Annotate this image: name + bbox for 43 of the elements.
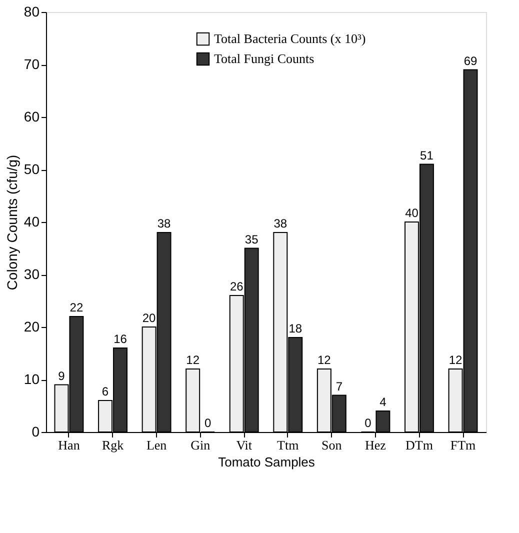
x-tick-label: FTm: [450, 438, 476, 452]
x-tick-label: Rgk: [102, 438, 124, 452]
x-tick-label: Gin: [190, 438, 211, 452]
data-label: 12: [448, 353, 463, 367]
x-tick-label: Hez: [364, 438, 386, 452]
data-label: 38: [157, 216, 172, 230]
x-tick-label: Len: [146, 438, 168, 452]
y-tick-label: 30: [24, 266, 40, 282]
y-tick-label: 0: [32, 424, 40, 440]
legend-label: Total Fungi Counts: [214, 51, 314, 66]
data-label: 35: [244, 232, 259, 246]
data-label: 7: [336, 379, 343, 394]
data-label: 69: [464, 54, 478, 68]
y-tick-label: 40: [24, 214, 40, 230]
x-tick-label: Ttm: [277, 438, 299, 452]
data-label: 16: [114, 332, 128, 346]
y-tick-label: 80: [24, 4, 40, 20]
data-label: 38: [274, 216, 288, 230]
data-label: 0: [364, 416, 372, 430]
data-label: 22: [70, 300, 84, 314]
data-label: 20: [142, 311, 156, 325]
x-tick-label: Son: [322, 438, 342, 452]
y-tick-label: 20: [24, 318, 40, 334]
data-label: 9: [58, 368, 66, 383]
y-tick-label: 50: [24, 161, 40, 177]
data-label: 4: [380, 395, 387, 409]
y-axis-title: Colony Counts (cfu/g): [4, 154, 20, 290]
data-label: 6: [102, 384, 109, 398]
x-tick-label: Vit: [236, 438, 252, 452]
data-label: 18: [288, 322, 302, 336]
x-axis-title: Tomato Samples: [218, 454, 316, 470]
data-label: 40: [405, 206, 419, 220]
data-label: 12: [186, 353, 200, 367]
legend-label: Total Bacteria Counts (x 10³): [214, 31, 366, 46]
data-label: 12: [318, 353, 332, 367]
x-tick-label: DTm: [406, 438, 433, 452]
data-label: 0: [204, 416, 212, 430]
y-tick-label: 10: [24, 371, 40, 387]
y-tick-label: 60: [24, 108, 40, 124]
data-label: 51: [420, 148, 434, 162]
data-label: 26: [230, 280, 244, 294]
x-tick-label: Han: [58, 438, 80, 452]
y-tick-label: 70: [24, 56, 40, 72]
